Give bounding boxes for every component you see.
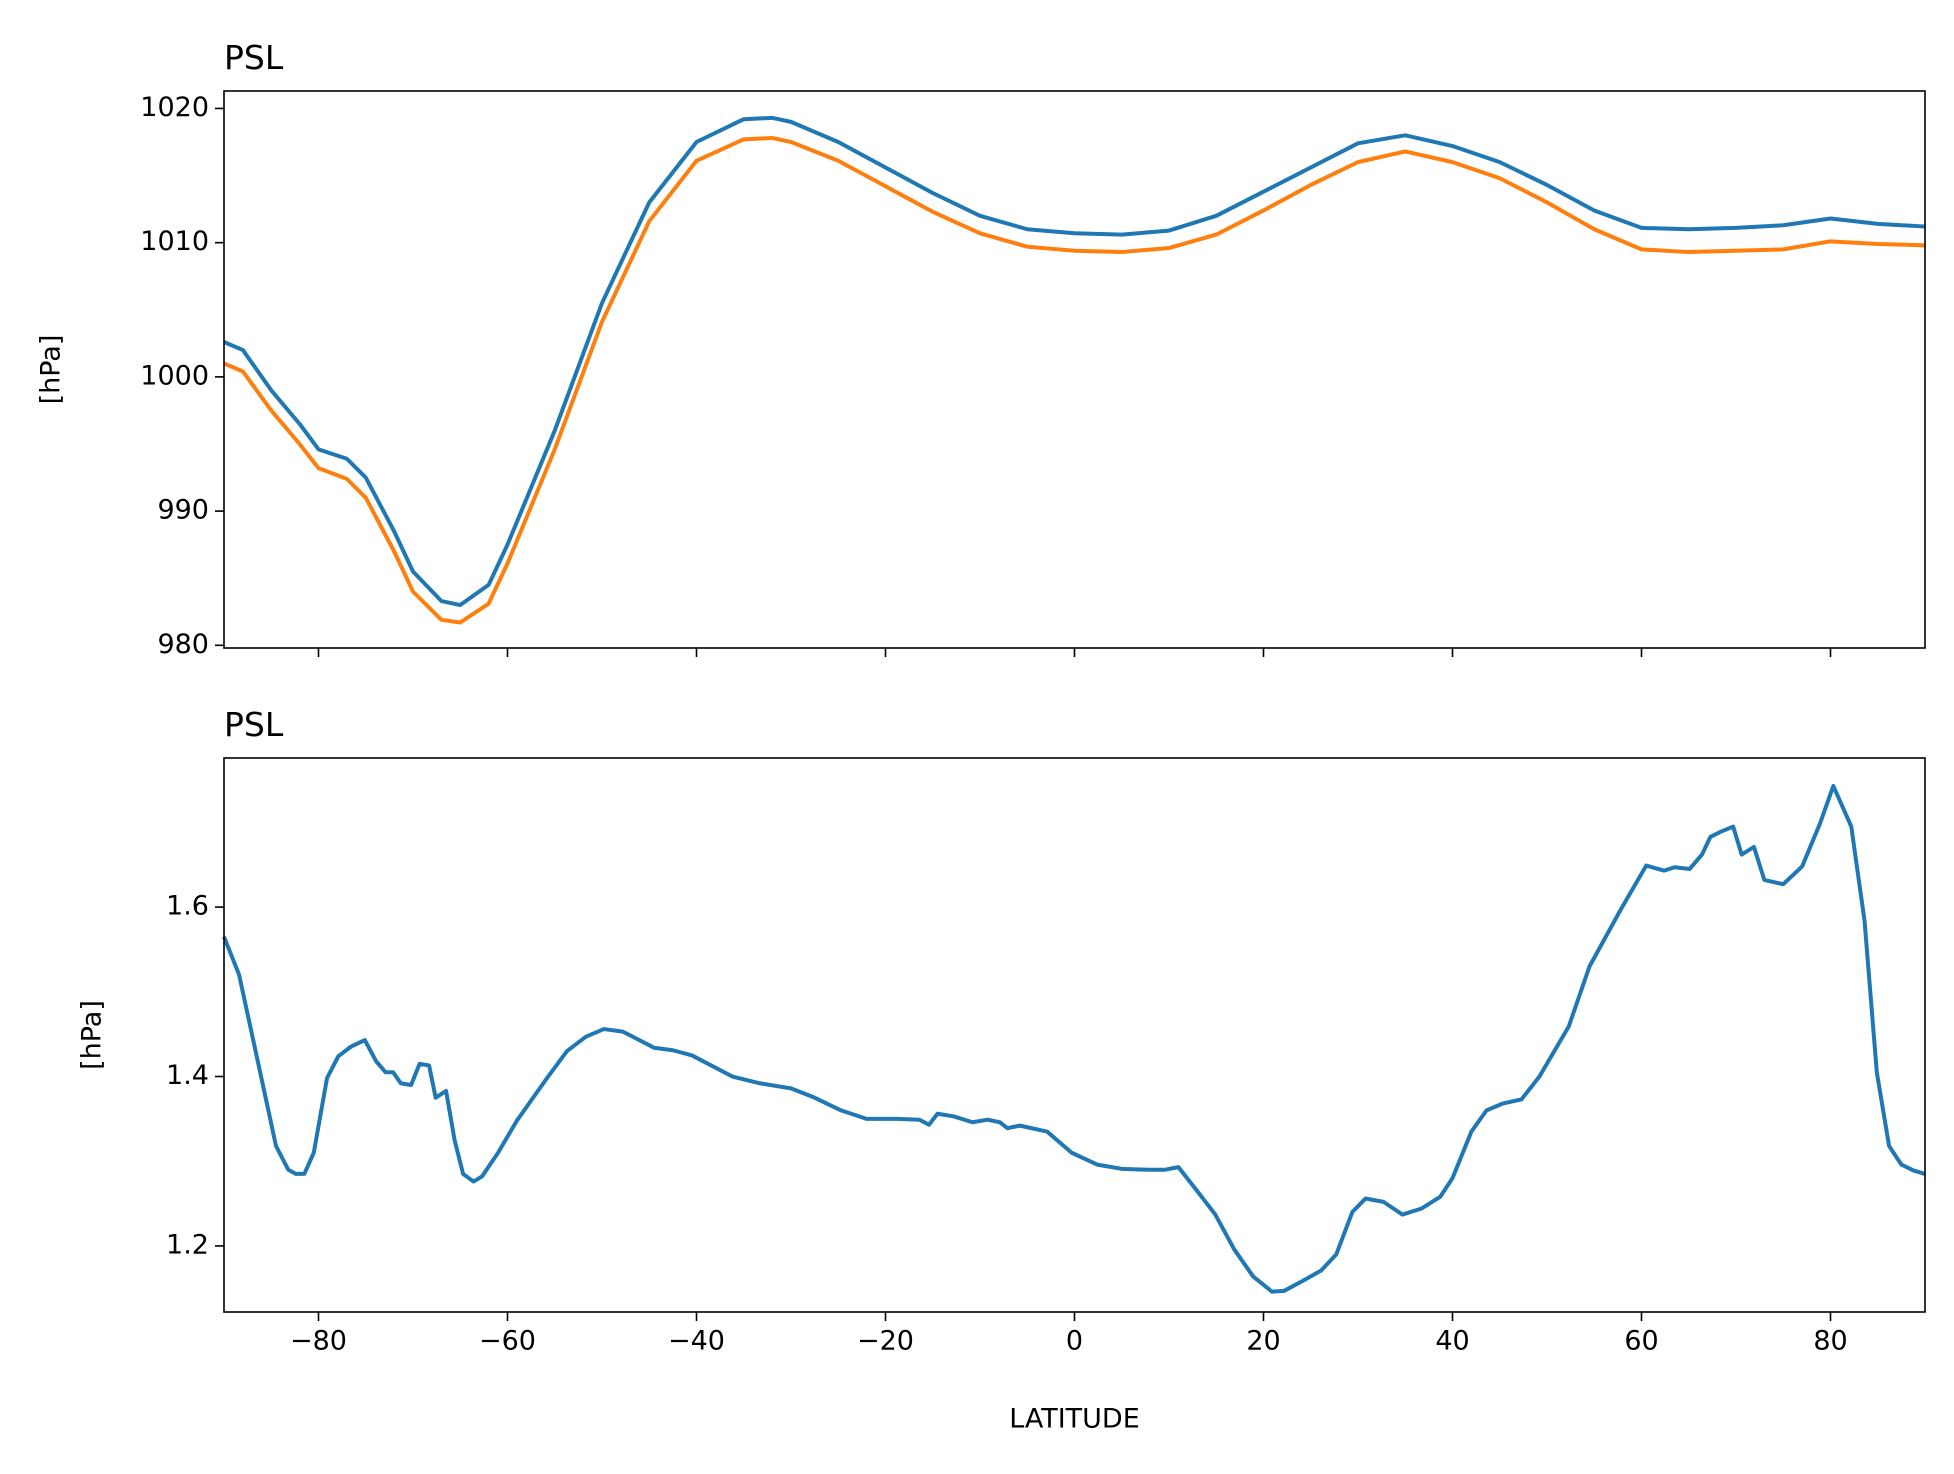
x-tick-label: 60 <box>1624 1326 1658 1357</box>
axes-frame <box>223 757 1926 1313</box>
x-tick-label: 0 <box>1066 1326 1083 1357</box>
line-series <box>223 135 1926 625</box>
x-tick-label: −60 <box>479 1326 536 1357</box>
x-tick-label: −20 <box>857 1326 914 1357</box>
chart-title: PSL <box>224 705 284 744</box>
y-tick-label: 1.4 <box>166 1060 209 1091</box>
line-series <box>223 115 1926 608</box>
y-tick-label: 1.6 <box>166 891 209 922</box>
axes-frame <box>223 90 1926 649</box>
line-series <box>222 783 1926 1294</box>
x-axis-label: LATITUDE <box>1009 1404 1140 1435</box>
x-tick-label: 40 <box>1435 1326 1469 1357</box>
chart-title: PSL <box>224 38 284 77</box>
y-axis-label: [hPa] <box>36 335 67 405</box>
x-tick-label: −40 <box>668 1326 725 1357</box>
y-axis-label: [hPa] <box>77 1000 108 1070</box>
y-tick-label: 980 <box>157 629 209 660</box>
y-tick-label: 1000 <box>140 360 209 391</box>
y-tick-label: 990 <box>157 495 209 526</box>
x-tick-label: 20 <box>1246 1326 1280 1357</box>
y-tick-label: 1020 <box>140 92 209 123</box>
x-tick-label: −80 <box>290 1326 347 1357</box>
x-tick-label: 80 <box>1813 1326 1847 1357</box>
y-tick-label: 1010 <box>140 226 209 257</box>
y-tick-label: 1.2 <box>166 1229 209 1260</box>
